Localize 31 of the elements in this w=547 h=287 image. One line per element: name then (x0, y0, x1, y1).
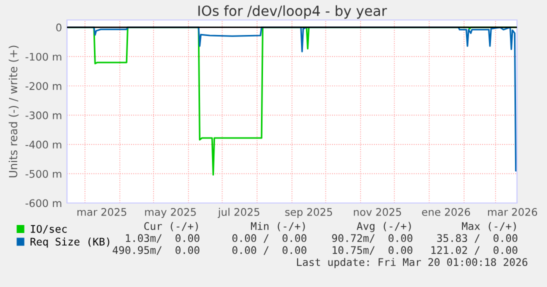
text: 121.02 / 0.00 (431, 246, 518, 255)
text: Avg (-/+) (356, 222, 411, 232)
y-tick-label: -300 m (26, 111, 62, 120)
x-tick-label: may 2025 (145, 208, 196, 218)
x-tick-label: sep 2025 (285, 208, 332, 218)
legend-label: IO/sec (30, 224, 67, 234)
x-tick-label: ene 2026 (422, 208, 470, 216)
text: 90.72m/ 0.00 (332, 234, 412, 243)
y-tick-label: -600 m (26, 199, 62, 208)
legend-label: Req Size (KB) (30, 238, 110, 248)
text: Cur (-/+) (144, 222, 198, 232)
text: 1.03m/ 0.00 (126, 234, 200, 243)
y-tick-label: -100 m (26, 52, 62, 61)
y-tick-label: 0 (56, 24, 62, 32)
text: 0.00 / 0.00 (232, 246, 306, 255)
text: Last update: Fri Mar 20 01:00:18 2026 (297, 258, 528, 268)
y-tick-label: -400 m (26, 140, 62, 149)
y-axis-title: Units read (-) / write (+) (8, 46, 19, 178)
text: 10.75m/ 0.00 (332, 246, 412, 255)
y-tick-label: -500 m (26, 170, 62, 178)
text: Min (-/+) (250, 222, 305, 232)
x-tick-label: nov 2025 (354, 208, 402, 216)
text: Max (-/+) (462, 222, 516, 232)
chart-title: IOs for /dev/loop4 - by year (198, 5, 387, 19)
text: 35.83 / 0.00 (437, 234, 518, 243)
text: 490.95m/ 0.00 (112, 246, 200, 255)
x-tick-label: mar 2026 (488, 208, 538, 216)
x-tick-label: jul 2025 (218, 208, 260, 218)
y-tick-label: -200 m (26, 82, 62, 90)
text: 0.00 / 0.00 (232, 234, 306, 243)
x-tick-label: mar 2025 (77, 208, 126, 216)
